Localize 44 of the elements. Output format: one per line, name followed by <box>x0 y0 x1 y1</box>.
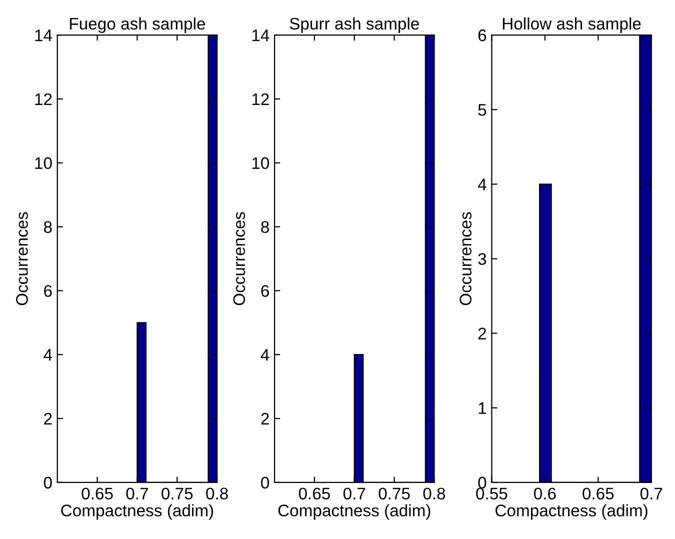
y-tick-label: 2 <box>478 328 486 340</box>
x-tick-label: 0.8 <box>206 488 228 500</box>
y-tick-label: 14 <box>35 30 52 42</box>
x-tick-label: 0.8 <box>423 488 446 500</box>
x-tick-label: 0.7 <box>343 488 366 500</box>
y-tick-label: 8 <box>44 221 52 233</box>
x-tick-label: 0.6 <box>534 488 556 500</box>
chart-title: Spurr ash sample <box>290 17 419 33</box>
x-axis-title: Compactness (adim) <box>278 504 430 520</box>
y-tick-label: 4 <box>260 349 270 361</box>
y-tick-label: 0 <box>261 476 270 489</box>
y-tick-label: 12 <box>35 93 52 105</box>
chart-title: Hollow ash sample <box>502 17 641 33</box>
chart-title: Fuego ash sample <box>70 17 206 33</box>
x-tick-label: 0.65 <box>298 488 330 500</box>
y-tick-label: 6 <box>44 285 52 297</box>
y-tick-label: 1 <box>478 402 486 414</box>
y-tick-label: 10 <box>35 157 52 170</box>
x-tick-label: 0.65 <box>82 488 113 500</box>
x-tick-label: 0.7 <box>640 488 662 500</box>
x-axis-title: Compactness (adim) <box>496 504 648 520</box>
y-axis-title: Occurrences <box>16 212 28 306</box>
y-tick-label: 4 <box>44 349 52 361</box>
x-tick-label: 0.7 <box>126 488 148 500</box>
y-tick-label: 12 <box>252 93 269 105</box>
y-tick-label: 2 <box>261 412 269 425</box>
y-tick-label: 2 <box>44 412 52 425</box>
y-tick-label: 14 <box>252 30 270 42</box>
y-tick-label: 8 <box>261 221 269 233</box>
x-tick-label: 0.75 <box>378 488 410 500</box>
x-axis-title: Compactness (adim) <box>61 504 214 520</box>
y-tick-label: 0 <box>478 476 486 489</box>
y-tick-label: 10 <box>252 157 270 170</box>
y-tick-label: 5 <box>478 104 486 116</box>
y-axis-title: Occurrences <box>233 212 246 306</box>
y-tick-label: 3 <box>478 253 486 265</box>
y-tick-label: 0 <box>44 476 52 489</box>
y-tick-label: 4 <box>478 178 486 190</box>
x-tick-label: 0.65 <box>582 488 614 500</box>
x-tick-label: 0.55 <box>476 488 508 500</box>
y-tick-label: 6 <box>478 29 486 42</box>
y-tick-label: 6 <box>261 285 269 297</box>
x-tick-label: 0.75 <box>162 488 193 500</box>
y-axis-title: Occurrences <box>460 212 472 306</box>
